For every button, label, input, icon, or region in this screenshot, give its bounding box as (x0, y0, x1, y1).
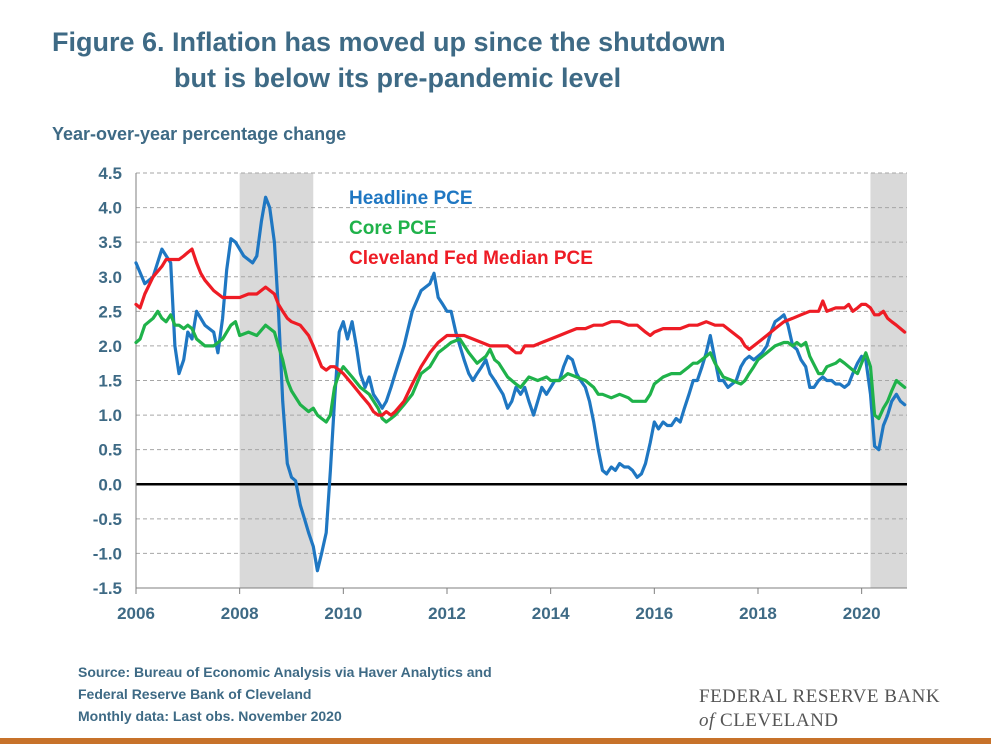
core-pce-line (134, 309, 907, 424)
cleveland-fed-logo: FEDERAL RESERVE BANK of CLEVELAND (699, 685, 940, 733)
x-tick-label: 2012 (428, 604, 466, 623)
y-tick-label: 4.5 (98, 164, 122, 183)
logo-line-1: FEDERAL RESERVE BANK (699, 686, 941, 707)
chart-title: Figure 6. Inflation has moved up since t… (52, 24, 726, 96)
cleveland-fed-median-pce-line (134, 247, 907, 417)
chart-title-line-1: Figure 6. Inflation has moved up since t… (52, 27, 726, 57)
axes (135, 173, 907, 594)
series-lines (134, 195, 907, 573)
y-tick-label: 3.5 (98, 233, 122, 252)
y-tick-label: -1.0 (93, 544, 122, 563)
y-tick-label: 0.5 (98, 441, 122, 460)
source-line-1: Source: Bureau of Economic Analysis via … (78, 664, 492, 680)
legend-item-cleveland-fed-median-pce: Cleveland Fed Median PCE (349, 248, 593, 269)
y-tick-label: 3.0 (98, 268, 122, 287)
chart-title-line-2: but is below its pre-pandemic level (174, 63, 622, 93)
y-axis-label: Year-over-year percentage change (52, 124, 347, 144)
x-tick-label: 2010 (324, 604, 362, 623)
bottom-accent-bar (0, 738, 991, 744)
legend-item-headline-pce: Headline PCE (349, 188, 473, 209)
source-note: Source: Bureau of Economic Analysis via … (78, 661, 492, 727)
x-tick-label: 2008 (221, 604, 259, 623)
monthly-data-note: Monthly data: Last obs. November 2020 (78, 708, 342, 724)
gridlines (136, 172, 907, 554)
y-tick-label: 0.0 (98, 475, 122, 494)
x-tick-label: 2014 (532, 604, 570, 623)
y-tick-label: 1.5 (98, 372, 122, 391)
x-tick-label: 2018 (739, 604, 777, 623)
y-tick-label: -1.5 (93, 579, 122, 598)
legend: Headline PCE Core PCE Cleveland Fed Median… (349, 188, 593, 269)
y-tick-label: 2.0 (98, 337, 122, 356)
x-tick-label: 2016 (635, 604, 673, 623)
logo-line-2: CLEVELAND (720, 710, 839, 731)
y-tick-label: 2.5 (98, 302, 122, 321)
x-tick-label: 2006 (117, 604, 155, 623)
source-line-2: Federal Reserve Bank of Cleveland (78, 686, 312, 702)
line-chart: 4.5 4.0 3.5 3.0 2.5 2.0 1.5 1.0 0.5 0.0 -0.5 -1.0 -1… (93, 164, 907, 623)
logo-of: of (699, 710, 715, 731)
y-tick-label: 4.0 (98, 199, 122, 218)
legend-item-core-pce: Core PCE (349, 218, 437, 239)
tick-labels: 4.5 4.0 3.5 3.0 2.5 2.0 1.5 1.0 0.5 0.0 -0.5 -1.0 -1… (93, 164, 881, 623)
headline-pce-line (134, 195, 907, 573)
x-tick-label: 2020 (843, 604, 881, 623)
y-tick-label: 1.0 (98, 406, 122, 425)
y-tick-label: -0.5 (93, 510, 122, 529)
